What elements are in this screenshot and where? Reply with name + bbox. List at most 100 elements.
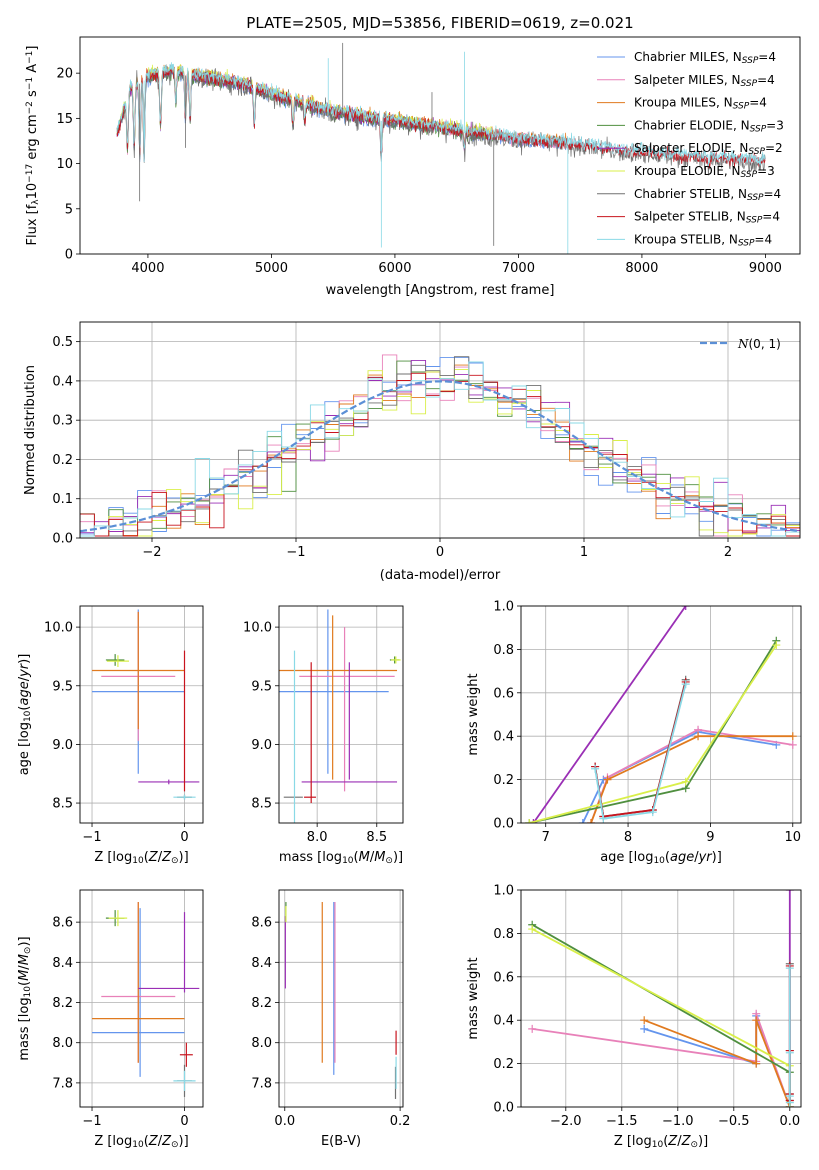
weight-marker bbox=[788, 732, 797, 741]
y-tick-label: 20 bbox=[56, 67, 73, 82]
histogram-step bbox=[80, 356, 800, 538]
legend-label: Kroupa ELODIE, NSSP=3 bbox=[634, 164, 775, 180]
label-part: 10 bbox=[652, 1140, 664, 1150]
label-part: yr bbox=[698, 850, 714, 865]
x-axis-label: Z [log10(Z/Z⊙)] bbox=[614, 1134, 708, 1150]
legend-label: Salpeter ELODIE, NSSP=2 bbox=[634, 141, 783, 157]
label-part: )] bbox=[179, 1134, 189, 1149]
weight-marker bbox=[599, 814, 608, 823]
axes-frame bbox=[520, 889, 802, 1108]
y-axis-label: mass weight bbox=[466, 957, 481, 1039]
y-axis-label: Flux [fλ10−17 erg cm−2 s−1 A−1] bbox=[25, 46, 41, 246]
x-axis-label: Z [log10(Z/Z⊙)] bbox=[94, 850, 188, 866]
x-tick-label: −0.5 bbox=[718, 1114, 750, 1129]
y-tick-label: 0.8 bbox=[493, 927, 514, 942]
y-tick-label: 15 bbox=[56, 112, 73, 127]
y-tick-label: 0.0 bbox=[493, 817, 514, 832]
label-part: 10 bbox=[25, 183, 40, 200]
weight-line bbox=[594, 683, 687, 820]
histogram-step bbox=[80, 361, 800, 538]
label-part: M bbox=[17, 970, 32, 981]
weight-marker bbox=[525, 819, 534, 823]
x-axis-label: Z [log10(Z/Z⊙)] bbox=[94, 1134, 188, 1150]
label-part: =3 bbox=[766, 118, 784, 132]
label-part: N bbox=[737, 337, 749, 351]
y-tick-label: 8.4 bbox=[251, 956, 272, 971]
label-part: 10 bbox=[23, 710, 33, 722]
label-part: E(B-V) bbox=[321, 1134, 361, 1149]
y-tick-label: 7.8 bbox=[52, 1076, 73, 1091]
label-part: Z [log bbox=[94, 850, 132, 865]
legend-label: Kroupa MILES, NSSP=4 bbox=[634, 96, 767, 112]
y-tick-label: 0.4 bbox=[493, 730, 514, 745]
axes-frame bbox=[79, 321, 801, 539]
plot-area bbox=[92, 902, 200, 1097]
y-tick-label: 10.0 bbox=[243, 621, 272, 636]
weight-line bbox=[590, 735, 793, 823]
label-part: / bbox=[370, 850, 375, 865]
x-tick-label: 10 bbox=[784, 830, 801, 845]
weight-marker bbox=[648, 808, 657, 817]
y-tick-label: 9.5 bbox=[52, 679, 73, 694]
label-part: =3 bbox=[757, 164, 775, 178]
weight-marker bbox=[587, 819, 595, 823]
label-part: age bbox=[670, 850, 694, 865]
label-part: Flux [f bbox=[25, 204, 40, 245]
label-part: Kroupa MILES, N bbox=[634, 96, 733, 110]
x-tick-label: 7 bbox=[542, 830, 550, 845]
y-axis-label: mass [log10(M/M⊙)] bbox=[17, 936, 33, 1060]
weight-line bbox=[590, 728, 793, 823]
label-part: / bbox=[158, 1134, 163, 1149]
label-part: )] bbox=[712, 850, 722, 865]
label-part: / bbox=[677, 1134, 682, 1149]
weight-marker bbox=[578, 819, 587, 823]
panel-weight_vs_Z: −2.0 −1.5 −1.0 −0.5 0.0 0.0 0.2 0.4 0.6 0.8 1.0 Z [… bbox=[466, 884, 802, 1150]
legend: N(0, 1) bbox=[700, 337, 781, 351]
x-tick-label: 0.2 bbox=[390, 1114, 411, 1129]
x-tick-label: 7000 bbox=[502, 261, 535, 276]
y-tick-label: 0.5 bbox=[52, 335, 73, 350]
x-axis-label: E(B-V) bbox=[321, 1134, 361, 1149]
label-part: s bbox=[25, 90, 40, 101]
weight-marker bbox=[528, 1024, 537, 1033]
label-part: mass [log bbox=[279, 850, 342, 865]
y-tick-label: 0.1 bbox=[52, 492, 73, 507]
plot-area bbox=[116, 42, 766, 254]
y-tick-label: 0.6 bbox=[493, 970, 514, 985]
label-part: SSP bbox=[746, 216, 763, 226]
label-part: ( bbox=[665, 850, 670, 865]
x-axis-label: age [log10(age/yr)] bbox=[600, 850, 722, 866]
weight-line bbox=[532, 606, 687, 823]
label-part: ⊙ bbox=[690, 1140, 698, 1150]
x-tick-label: 0 bbox=[436, 545, 444, 560]
x-tick-label: −1 bbox=[82, 830, 101, 845]
label-part: / bbox=[17, 965, 32, 970]
legend-label: Chabrier STELIB, NSSP=4 bbox=[634, 187, 781, 203]
panel-spectrum: 4000 5000 6000 7000 8000 9000 0 5 10 15 20 waveleng… bbox=[25, 36, 801, 298]
label-part: 10 bbox=[132, 856, 144, 866]
weight-marker bbox=[528, 925, 537, 934]
label-part: Kroupa STELIB, N bbox=[634, 232, 738, 246]
y-tick-label: 0.6 bbox=[493, 686, 514, 701]
weight-marker bbox=[788, 740, 797, 749]
x-tick-label: 0 bbox=[180, 1114, 188, 1129]
label-part: / bbox=[158, 850, 163, 865]
label-part: mass [log bbox=[17, 997, 32, 1060]
x-tick-label: 4000 bbox=[131, 261, 164, 276]
axes-frame bbox=[79, 605, 204, 824]
x-tick-label: 8 bbox=[624, 830, 632, 845]
weight-line bbox=[529, 640, 778, 823]
label-part: ] bbox=[25, 46, 40, 51]
x-tick-label: −1 bbox=[286, 545, 305, 560]
label-part: ( bbox=[144, 1134, 149, 1149]
y-tick-label: 0.2 bbox=[52, 453, 73, 468]
plot-area bbox=[525, 606, 797, 823]
label-part: SSP bbox=[750, 125, 767, 135]
y-tick-label: 8.5 bbox=[52, 797, 73, 812]
weight-marker bbox=[785, 890, 794, 894]
label-part: ⊙ bbox=[23, 947, 33, 955]
y-tick-label: 0.0 bbox=[52, 532, 73, 547]
axes-frame bbox=[278, 889, 404, 1108]
